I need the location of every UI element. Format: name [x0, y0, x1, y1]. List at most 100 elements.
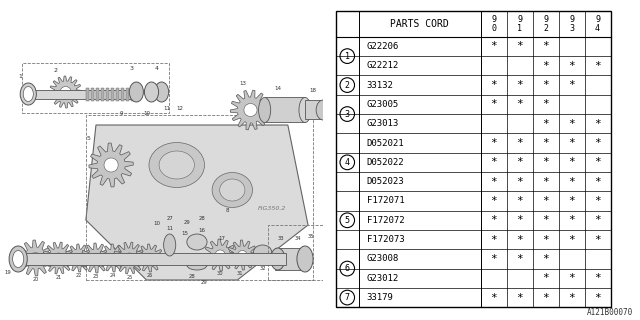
Text: 25: 25: [126, 275, 132, 280]
Polygon shape: [99, 244, 127, 272]
Ellipse shape: [149, 142, 205, 188]
Text: *: *: [490, 235, 497, 244]
Text: *: *: [594, 196, 601, 206]
Bar: [268, 225, 323, 280]
Text: 11: 11: [166, 226, 173, 231]
Text: 9
1: 9 1: [517, 15, 522, 33]
Ellipse shape: [20, 83, 36, 105]
Text: G23008: G23008: [367, 254, 399, 263]
Text: 11: 11: [163, 106, 170, 111]
Text: 9
2: 9 2: [543, 15, 548, 33]
Text: *: *: [516, 177, 523, 187]
Ellipse shape: [159, 151, 195, 179]
Bar: [116, 88, 119, 101]
Text: *: *: [542, 80, 549, 90]
Circle shape: [30, 252, 41, 263]
Text: *: *: [490, 80, 497, 90]
Bar: [22, 63, 169, 113]
Text: G23013: G23013: [367, 119, 399, 128]
Text: *: *: [542, 100, 549, 109]
Bar: [101, 88, 104, 101]
Text: *: *: [594, 119, 601, 129]
Polygon shape: [135, 244, 164, 272]
Text: *: *: [490, 177, 497, 187]
Text: 9
0: 9 0: [491, 15, 496, 33]
Text: 1: 1: [19, 74, 22, 79]
Text: 3: 3: [129, 66, 133, 71]
Text: F172073: F172073: [367, 235, 404, 244]
Polygon shape: [204, 239, 236, 271]
Text: *: *: [542, 196, 549, 206]
Bar: [86, 88, 89, 101]
Text: 33132: 33132: [367, 81, 394, 90]
Ellipse shape: [145, 82, 159, 102]
Text: D052022: D052022: [367, 158, 404, 167]
Text: 28: 28: [189, 274, 195, 279]
Text: 8: 8: [225, 208, 229, 213]
Text: *: *: [594, 273, 601, 283]
Circle shape: [60, 86, 71, 98]
Polygon shape: [65, 244, 93, 272]
Text: 26: 26: [147, 273, 152, 278]
Text: *: *: [542, 138, 549, 148]
Text: 19: 19: [4, 270, 12, 275]
Text: 29: 29: [201, 280, 207, 285]
Text: A121B00070: A121B00070: [588, 308, 634, 317]
Text: 17: 17: [219, 236, 226, 241]
Circle shape: [109, 253, 118, 262]
Ellipse shape: [187, 260, 207, 270]
Polygon shape: [89, 143, 133, 187]
Text: 18: 18: [310, 88, 317, 93]
Bar: [131, 88, 134, 101]
Bar: [18, 253, 286, 265]
Text: *: *: [490, 42, 497, 52]
Text: *: *: [594, 157, 601, 167]
Text: 27: 27: [166, 216, 173, 221]
Text: 23: 23: [93, 274, 99, 279]
Text: *: *: [542, 61, 549, 71]
Ellipse shape: [297, 246, 313, 272]
Circle shape: [54, 253, 63, 263]
Text: 3: 3: [345, 109, 350, 118]
Text: 16: 16: [198, 228, 205, 233]
Text: 24: 24: [110, 273, 116, 278]
Text: 32: 32: [259, 266, 266, 271]
Text: *: *: [568, 196, 575, 206]
Bar: [86, 115, 313, 280]
Text: *: *: [516, 157, 523, 167]
Text: 9
4: 9 4: [595, 15, 600, 33]
Text: 5: 5: [345, 216, 350, 225]
Text: PARTS CORD: PARTS CORD: [390, 19, 449, 29]
Text: 35: 35: [308, 234, 314, 239]
Text: *: *: [568, 157, 575, 167]
Bar: [126, 88, 129, 101]
Circle shape: [92, 253, 100, 262]
Text: 30: 30: [217, 271, 223, 276]
Text: *: *: [568, 235, 575, 244]
Text: *: *: [568, 177, 575, 187]
Text: 33179: 33179: [367, 293, 394, 302]
Text: *: *: [594, 61, 601, 71]
Text: 33: 33: [278, 236, 284, 241]
Text: *: *: [568, 138, 575, 148]
Text: *: *: [594, 292, 601, 302]
Polygon shape: [230, 90, 271, 130]
Bar: [336, 11, 611, 307]
Text: 2: 2: [54, 68, 58, 73]
Polygon shape: [227, 240, 257, 270]
Bar: [275, 248, 305, 270]
Text: 21: 21: [56, 275, 61, 280]
Text: 9: 9: [120, 111, 123, 116]
Bar: [96, 88, 99, 101]
Circle shape: [124, 253, 134, 263]
Polygon shape: [86, 125, 308, 280]
Text: *: *: [594, 235, 601, 244]
Text: 34: 34: [294, 236, 301, 241]
Ellipse shape: [129, 82, 143, 102]
Text: *: *: [490, 138, 497, 148]
Polygon shape: [49, 76, 82, 108]
Polygon shape: [17, 240, 54, 276]
Circle shape: [244, 103, 257, 116]
Ellipse shape: [299, 98, 311, 123]
Text: G22206: G22206: [367, 42, 399, 51]
